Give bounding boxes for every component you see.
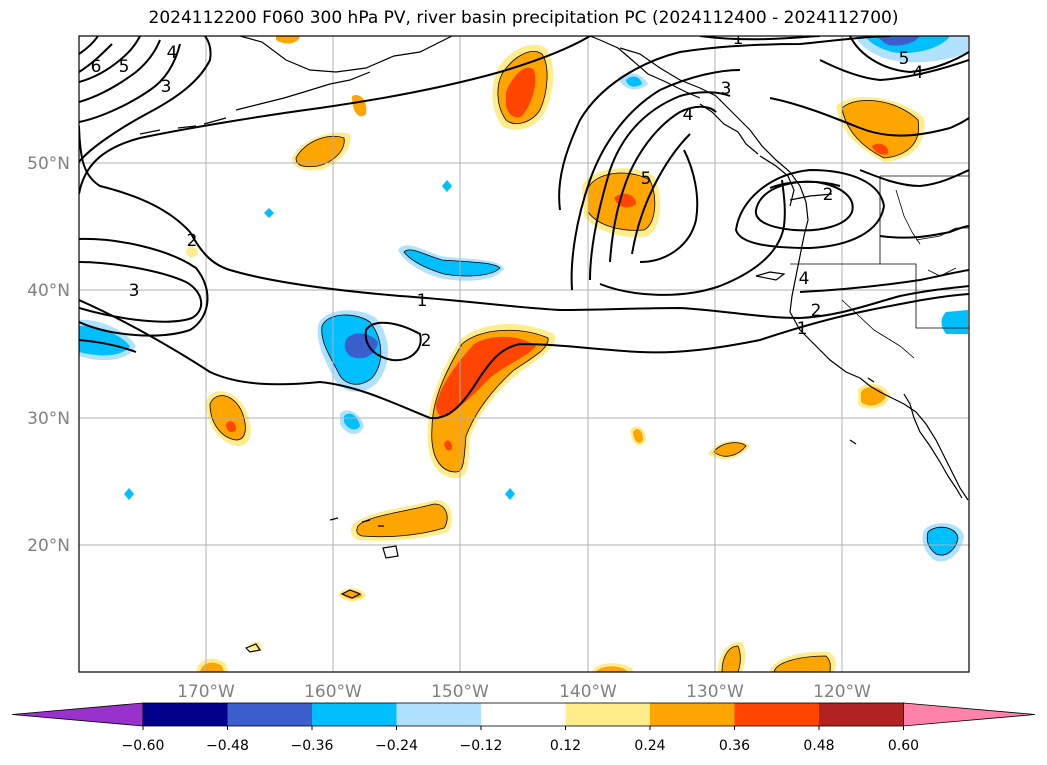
- map-frame: [78, 35, 970, 673]
- colorbar-segment: [143, 703, 228, 726]
- lon-label: 120°W: [813, 682, 871, 702]
- colorbar-tick-label: −0.60: [122, 738, 165, 754]
- precip-positive-patch: [296, 136, 345, 167]
- precip-positive-patch: [248, 641, 263, 653]
- contour-label: 2: [811, 301, 822, 321]
- contour-label: 1: [733, 29, 744, 49]
- precip-negative-patch: [124, 488, 134, 500]
- colorbar-outline: [142, 702, 904, 727]
- colorbar-segment: [650, 703, 735, 726]
- contour-label: 4: [913, 63, 924, 83]
- colorbar-tick-label: 0.12: [550, 738, 581, 754]
- lat-label: 50°N: [27, 154, 70, 174]
- latitude-labels: 50°N 40°N 30°N 20°N: [27, 154, 70, 556]
- colorbar-tick-label: 0.60: [888, 738, 919, 754]
- contour-label: 2: [187, 231, 198, 251]
- precip-negative-patch: [505, 488, 515, 500]
- precip-positive-patch: [352, 94, 367, 117]
- colorbar-segment: [227, 703, 313, 726]
- contour-label: 6: [91, 57, 102, 77]
- contour-label: 2: [421, 331, 432, 351]
- precip-strong-patch: [444, 440, 452, 451]
- contour-labels: 6 5 4 3 2 3 1 2 1 3 4 5 2 4 2 1 5 4: [91, 29, 924, 351]
- contour-label: 5: [899, 49, 910, 69]
- precip-anomaly-fills: [79, 36, 968, 672]
- graticule: [79, 36, 969, 672]
- precip-negative-patch: [941, 310, 968, 334]
- precip-negative-patch: [442, 180, 452, 192]
- lon-label: 160°W: [304, 682, 362, 702]
- contour-label: 1: [797, 319, 808, 339]
- precip-positive-patch: [356, 504, 448, 537]
- significance-outlines: [209, 51, 959, 672]
- colorbar-segment: [312, 703, 397, 726]
- pv-contours: [79, 36, 969, 420]
- contour-label: 2: [823, 185, 834, 205]
- colorbar-tick-label: −0.36: [291, 738, 334, 754]
- contour-label: 3: [161, 77, 172, 97]
- colorbar-extend-max: [903, 702, 1036, 727]
- contour-label: 3: [721, 79, 732, 99]
- precip-negative-patch: [626, 76, 642, 87]
- lon-label: 150°W: [431, 682, 489, 702]
- colorbar-tick-label: 0.36: [719, 738, 750, 754]
- colorbar-segment: [819, 703, 904, 726]
- precip-negative-patch: [927, 527, 958, 556]
- precip-positive-patch: [722, 646, 741, 672]
- precip-positive-patch: [774, 656, 831, 672]
- lat-label: 40°N: [27, 281, 70, 301]
- contour-label: 4: [167, 43, 178, 63]
- precip-strong-patch: [226, 421, 236, 432]
- precip-negative-patch: [876, 36, 920, 46]
- coastlines: [139, 36, 969, 653]
- contour-label: 5: [119, 57, 130, 77]
- contour-label: 5: [641, 169, 652, 189]
- lat-label: 30°N: [27, 409, 70, 429]
- precip-negative-patch: [404, 249, 500, 276]
- precip-positive-patch: [596, 666, 628, 672]
- precip-positive-patch: [186, 246, 198, 258]
- colorbar-ticks: −0.60 −0.48 −0.36 −0.24 −0.12 0.12 0.24 0.36 0.4…: [122, 726, 919, 754]
- political-borders: [790, 175, 969, 359]
- precip-positive-patch: [842, 100, 919, 158]
- precip-strong-patch: [436, 336, 536, 417]
- lon-label: 130°W: [686, 682, 744, 702]
- precip-negative-patch: [264, 208, 274, 218]
- chart-title: 2024112200 F060 300 hPa PV, river basin …: [148, 8, 899, 28]
- colorbar-extend-min: [11, 702, 144, 727]
- precip-strong-negative-patch: [344, 333, 378, 359]
- lon-label: 140°W: [559, 682, 617, 702]
- contour-label: 3: [129, 281, 140, 301]
- lon-label: 170°W: [177, 682, 235, 702]
- colorbar-segment: [396, 703, 482, 726]
- colorbar-segment: [734, 703, 820, 726]
- precip-strong-patch: [872, 143, 889, 155]
- colorbar-tick-label: −0.12: [460, 738, 503, 754]
- precip-strong-patch: [506, 67, 536, 118]
- colorbar-tick-label: −0.24: [375, 738, 418, 754]
- longitude-labels: 170°W 160°W 150°W 140°W 130°W 120°W: [177, 682, 871, 702]
- precip-positive-patch: [633, 429, 643, 443]
- colorbar-segment: [565, 703, 651, 726]
- colorbar-tick-label: 0.48: [803, 738, 834, 754]
- precip-negative-patch: [79, 325, 130, 356]
- lat-label: 20°N: [27, 536, 70, 556]
- colorbar: [11, 702, 1036, 727]
- colorbar-segment: [481, 703, 566, 726]
- contour-label: 4: [799, 269, 810, 289]
- precip-positive-patch: [276, 36, 300, 44]
- colorbar-tick-label: 0.24: [634, 738, 665, 754]
- contour-label: 1: [417, 291, 428, 311]
- contour-label: 4: [683, 105, 694, 125]
- colorbar-tick-label: −0.48: [206, 738, 249, 754]
